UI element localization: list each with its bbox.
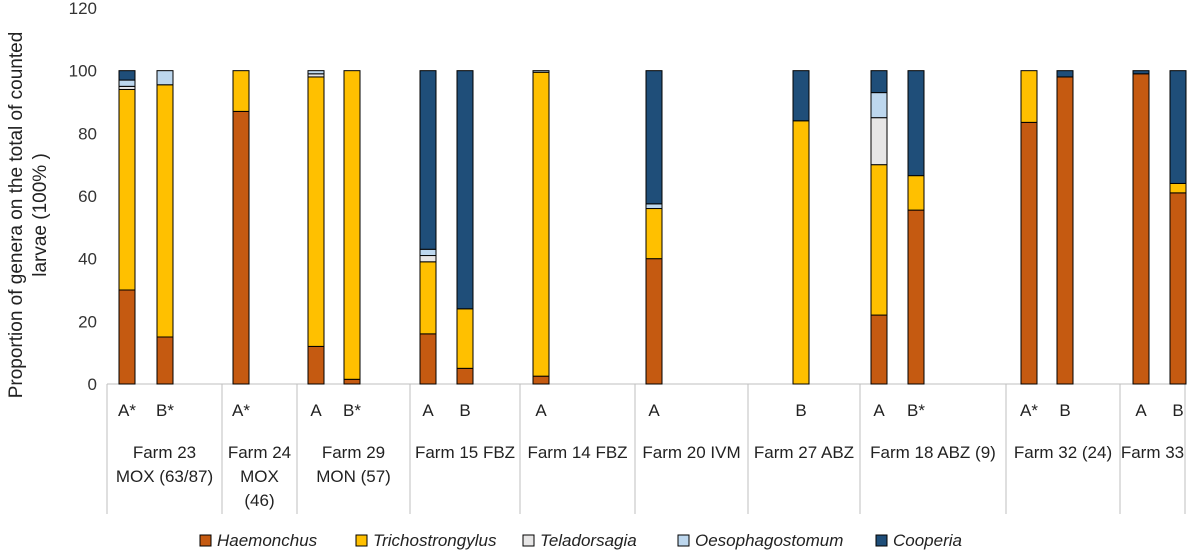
bar-segment-haemonchus xyxy=(232,110,250,385)
bar-segment-trichostrongylus xyxy=(307,76,325,347)
group-label: Farm 24 xyxy=(228,443,291,462)
bar-label: B* xyxy=(343,401,361,420)
bar-segment-haemonchus xyxy=(1169,192,1187,385)
y-axis-title: Proportion of genera on the total of cou… xyxy=(6,32,27,399)
legend-label-teladorsagia: Teladorsagia xyxy=(540,531,637,550)
y-tick-label: 0 xyxy=(88,375,97,394)
group-label: MOX (63/87) xyxy=(116,467,213,486)
legend-swatch-haemonchus xyxy=(199,534,212,547)
bar-label: A xyxy=(310,401,322,420)
group-label: Farm 14 FBZ xyxy=(527,443,627,462)
group-label: Farm 27 ABZ xyxy=(754,443,854,462)
bar-segment-haemonchus xyxy=(645,258,663,385)
bar-segment-haemonchus xyxy=(118,289,136,385)
legend-label-trichostrongylus: Trichostrongylus xyxy=(373,531,497,550)
bar-segment-trichostrongylus xyxy=(232,70,250,112)
bar-segment-trichostrongylus xyxy=(118,88,136,291)
bar-segment-cooperia xyxy=(645,70,663,205)
legend-label-haemonchus: Haemonchus xyxy=(217,531,318,550)
bar-segment-teladorsagia xyxy=(870,117,888,166)
bar-segment-cooperia xyxy=(870,70,888,94)
y-tick-label: 80 xyxy=(78,124,97,143)
bar-segment-cooperia xyxy=(118,70,136,81)
bar-label: A xyxy=(1135,401,1147,420)
bar-segment-trichostrongylus xyxy=(1020,70,1038,123)
group-label: Farm 15 FBZ xyxy=(415,443,515,462)
bar-segment-trichostrongylus xyxy=(907,175,925,211)
bar-label: A xyxy=(535,401,547,420)
bar-segment-trichostrongylus xyxy=(456,308,474,369)
bar-label: B xyxy=(1059,401,1070,420)
group-label: Farm 33 xyxy=(1121,443,1184,462)
bar-label: A* xyxy=(118,401,136,420)
bar-segment-cooperia xyxy=(1056,70,1074,78)
bar-segment-trichostrongylus xyxy=(156,84,174,338)
bar-segment-oesophagostomum xyxy=(532,70,550,73)
bar-segment-trichostrongylus xyxy=(1169,182,1187,194)
bar-segment-cooperia xyxy=(419,70,437,250)
bar-segment-oesophagostomum xyxy=(645,203,663,210)
legend-label-cooperia: Cooperia xyxy=(893,531,962,550)
bar-label: B xyxy=(795,401,806,420)
legend-swatch-cooperia xyxy=(875,534,888,547)
bar-segment-trichostrongylus xyxy=(419,261,437,335)
bar-label: A xyxy=(648,401,660,420)
bar-segment-cooperia xyxy=(792,70,810,122)
bar-segment-oesophagostomum xyxy=(870,92,888,119)
group-label: Farm 32 (24) xyxy=(1014,443,1112,462)
bar-segment-haemonchus xyxy=(1020,121,1038,385)
bar-segment-oesophagostomum xyxy=(307,70,325,75)
bar-label: B* xyxy=(156,401,174,420)
bar-segment-trichostrongylus xyxy=(645,208,663,260)
bar-segment-haemonchus xyxy=(419,333,437,385)
bar-segment-trichostrongylus xyxy=(792,120,810,385)
bar-segment-haemonchus xyxy=(1132,73,1150,385)
bar-label: A* xyxy=(232,401,250,420)
bar-segment-trichostrongylus xyxy=(870,164,888,316)
bar-segment-haemonchus xyxy=(870,314,888,385)
y-tick-label: 120 xyxy=(69,0,97,18)
group-label: MON (57) xyxy=(316,467,391,486)
bar-segment-haemonchus xyxy=(1056,76,1074,385)
y-tick-label: 60 xyxy=(78,187,97,206)
bar-label: A xyxy=(422,401,434,420)
bar-segment-cooperia xyxy=(1132,70,1150,75)
bar-segment-oesophagostomum xyxy=(156,70,174,86)
y-tick-label: 20 xyxy=(78,312,97,331)
bar-segment-haemonchus xyxy=(907,209,925,385)
group-label: Farm 18 ABZ (9) xyxy=(870,443,996,462)
bar-segment-cooperia xyxy=(907,70,925,177)
bar-segment-haemonchus xyxy=(307,345,325,385)
legend-swatch-oesophagostomum xyxy=(677,534,690,547)
legend-label-oesophagostomum: Oesophagostomum xyxy=(695,531,843,550)
legend-swatch-trichostrongylus xyxy=(355,534,368,547)
group-label: Farm 23 xyxy=(133,443,196,462)
bar-segment-teladorsagia xyxy=(419,255,437,263)
bar-segment-oesophagostomum xyxy=(118,79,136,87)
bar-segment-haemonchus xyxy=(156,336,174,385)
bar-label: A* xyxy=(1020,401,1038,420)
bar-label: B xyxy=(459,401,470,420)
bar-label: B xyxy=(1172,401,1183,420)
group-label: (46) xyxy=(244,491,274,510)
bar-segment-oesophagostomum xyxy=(419,248,437,257)
bar-segment-cooperia xyxy=(1169,70,1187,184)
bar-segment-haemonchus xyxy=(456,367,474,385)
bar-segment-haemonchus xyxy=(532,375,550,385)
legend-swatch-teladorsagia xyxy=(522,534,535,547)
bar-segment-trichostrongylus xyxy=(532,71,550,377)
bar-label: A xyxy=(873,401,885,420)
y-axis-title: larvae (100% ) xyxy=(30,153,51,277)
group-label: Farm 20 IVM xyxy=(642,443,740,462)
bar-label: B* xyxy=(907,401,925,420)
y-tick-label: 100 xyxy=(69,62,97,81)
bar-segment-cooperia xyxy=(456,70,474,310)
group-label: Farm 29 xyxy=(322,443,385,462)
y-tick-label: 40 xyxy=(78,250,97,269)
bar-segment-trichostrongylus xyxy=(343,70,361,380)
group-label: MOX xyxy=(240,467,279,486)
bar-segment-haemonchus xyxy=(343,378,361,385)
